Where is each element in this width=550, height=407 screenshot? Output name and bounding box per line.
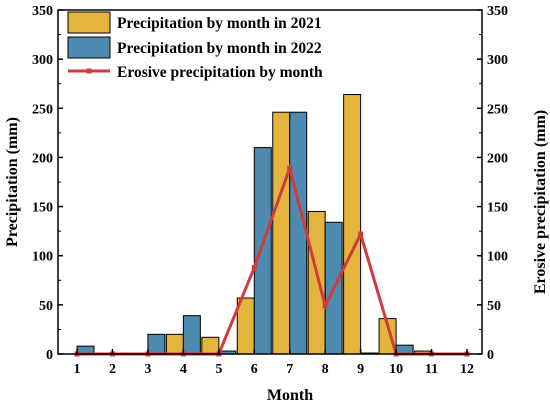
legend-label: Erosive precipitation by month <box>117 64 323 81</box>
x-tick-label: 4 <box>180 362 187 377</box>
x-tick-label: 12 <box>460 362 474 377</box>
legend-swatch-erosive-marker <box>86 68 92 74</box>
y-tick-label: 250 <box>32 102 53 117</box>
y2-tick-label: 300 <box>487 53 508 68</box>
erosive-point-month-7 <box>287 165 293 171</box>
x-tick-label: 3 <box>144 362 151 377</box>
x-tick-label: 1 <box>74 362 81 377</box>
bar-2021-month-5 <box>201 336 220 355</box>
legend-label: Precipitation by month in 2021 <box>117 15 322 32</box>
x-tick-label: 6 <box>251 362 258 377</box>
bar-2022-month-6 <box>253 147 272 355</box>
x-tick-label: 7 <box>286 362 293 377</box>
bar-2022-month-4 <box>182 315 201 355</box>
legend-swatch-2021 <box>67 11 111 34</box>
y2-tick-label: 250 <box>487 102 508 117</box>
bar-2021-month-9 <box>343 94 362 355</box>
y-tick-label: 50 <box>39 299 53 314</box>
y-axis-title: Precipitation (mm) <box>4 117 21 247</box>
y2-tick-label: 100 <box>487 250 508 265</box>
bar-2021-month-7 <box>272 111 291 355</box>
x-tick-label: 5 <box>215 362 222 377</box>
y2-tick-label: 150 <box>487 201 508 216</box>
legend: Precipitation by month in 2021 Precipitat… <box>67 11 323 81</box>
erosive-point-month-8 <box>322 303 328 309</box>
y-tick-label: 100 <box>32 250 53 265</box>
x-tick-label: 8 <box>322 362 329 377</box>
y-tick-label: 150 <box>32 201 53 216</box>
legend-swatch-2022 <box>67 36 111 59</box>
bar-2021-month-8 <box>307 210 326 355</box>
x-tick-label: 2 <box>109 362 116 377</box>
erosive-point-month-9 <box>358 231 364 237</box>
bar-2022-month-7 <box>289 111 308 355</box>
y-tick-label: 0 <box>46 348 53 363</box>
x-tick-label: 9 <box>357 362 364 377</box>
erosive-point-month-6 <box>251 265 257 271</box>
y-tick-label: 350 <box>32 4 53 19</box>
axes: 0 0 50 50 100 100 150 150 200 200 250 250 300 300 350 3… <box>4 4 549 404</box>
plot-area <box>74 94 470 357</box>
bar-2022-month-3 <box>147 333 166 355</box>
x-tick-label: 11 <box>425 362 438 377</box>
bar-2021-month-4 <box>165 333 184 355</box>
legend-label: Precipitation by month in 2022 <box>117 40 322 57</box>
x-axis-title: Month <box>267 387 313 404</box>
y-tick-label: 300 <box>32 53 53 68</box>
y2-axis-title: Erosive precipitation (mm) <box>532 110 549 294</box>
x-tick-label: 10 <box>389 362 403 377</box>
y-tick-label: 200 <box>32 151 53 166</box>
y2-tick-label: 50 <box>487 299 501 314</box>
y2-tick-label: 350 <box>487 4 508 19</box>
erosive-precipitation-line <box>77 163 467 356</box>
y2-tick-label: 200 <box>487 151 508 166</box>
y2-tick-label: 0 <box>487 348 494 363</box>
